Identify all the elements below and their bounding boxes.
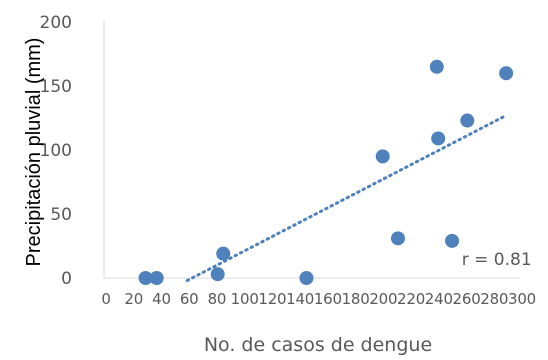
correlation-annotation: r = 0.81 (462, 250, 532, 270)
y-axis-title: Precipitación pluvial (mm) (23, 38, 45, 267)
x-tick-label: 80 (208, 290, 227, 308)
x-tick-label: 180 (342, 290, 370, 308)
y-tick-label: 100 (40, 141, 72, 161)
data-point (375, 149, 390, 164)
x-tick-label: 200 (369, 290, 397, 308)
data-point (216, 246, 231, 261)
x-tick-label: 40 (152, 290, 171, 308)
y-tick-label: 50 (50, 205, 72, 225)
x-axis-title: No. de casos de dengue (204, 334, 432, 356)
x-tick-label: 240 (425, 290, 453, 308)
data-point (149, 271, 164, 285)
data-point (431, 131, 446, 146)
annotations: r = 0.81 (462, 250, 532, 270)
data-points (138, 59, 514, 285)
x-tick-label: 260 (453, 290, 481, 308)
trendline-layer (185, 113, 508, 283)
x-tick-label: 220 (397, 290, 425, 308)
trendline (185, 113, 508, 283)
data-point (299, 271, 314, 285)
x-tick-label: 280 (480, 290, 508, 308)
data-point (429, 59, 444, 74)
x-tick-label: 160 (314, 290, 342, 308)
data-point (138, 271, 153, 285)
y-tick-label: 0 (61, 269, 72, 289)
x-tick-label: 100 (231, 290, 259, 308)
x-tick-label: 20 (124, 290, 143, 308)
x-tick-label: 120 (258, 290, 286, 308)
data-point (460, 113, 475, 128)
x-tick-label: 140 (286, 290, 314, 308)
y-tick-label: 150 (40, 77, 72, 97)
y-tick-label: 200 (40, 13, 72, 33)
data-point (445, 233, 460, 248)
x-tick-label: 0 (101, 290, 110, 308)
data-point (210, 267, 225, 282)
data-point (390, 231, 405, 246)
x-tick-label: 300 (508, 290, 536, 308)
y-axis-tick-labels: 0 50 100 150 200 (40, 13, 72, 289)
data-point (499, 66, 514, 81)
x-axis-tick-labels: 0 20 40 60 80 100 120 140 160 180 200 220 240 260 280 3… (101, 290, 536, 308)
x-tick-label: 60 (180, 290, 199, 308)
